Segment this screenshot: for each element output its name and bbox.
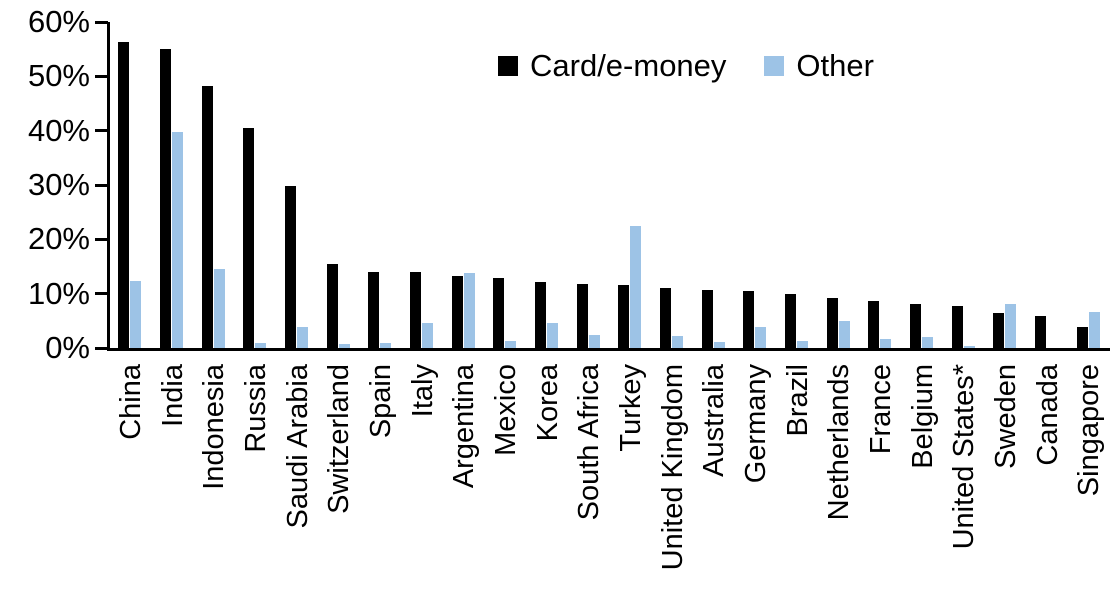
bar-card-e-money	[160, 49, 171, 348]
x-axis-category-label: China	[114, 364, 147, 440]
y-axis-tick-label: 50%	[27, 58, 90, 94]
y-axis-tick	[95, 183, 108, 187]
x-axis-category-label: Turkey	[614, 364, 647, 452]
x-axis-category-label: Argentina	[448, 364, 481, 489]
bar-other	[797, 340, 808, 348]
x-axis-category-label: Canada	[1031, 364, 1064, 466]
bar-card-e-money	[993, 312, 1005, 348]
x-axis-category-label: Saudi Arabia	[281, 364, 314, 529]
bar-other	[1005, 303, 1017, 348]
bar-card-e-money	[785, 294, 796, 348]
bar-other	[713, 342, 725, 348]
y-axis-tick-label: 10%	[27, 275, 90, 311]
y-axis-tick	[95, 237, 108, 241]
bar-card-e-money	[368, 271, 380, 348]
x-axis-category-label: Italy	[406, 364, 439, 418]
bar-other	[880, 339, 892, 348]
bar-card-e-money	[243, 127, 255, 348]
x-axis-category-label: Korea	[531, 364, 564, 442]
y-axis-tick	[95, 129, 108, 133]
x-axis-category-label: Australia	[698, 364, 731, 477]
x-axis-line	[107, 348, 1110, 351]
bar-other	[1088, 312, 1100, 348]
bar-card-e-money	[326, 263, 338, 348]
chart-legend: Card/e-money Other	[498, 48, 874, 84]
bar-card-e-money	[910, 303, 921, 348]
bar-card-e-money	[535, 281, 546, 348]
bar-card-e-money	[1035, 315, 1046, 348]
x-axis-category-label: Switzerland	[323, 364, 356, 514]
bar-card-e-money	[451, 275, 463, 348]
legend-swatch-other	[764, 56, 785, 76]
x-axis-category-label: Russia	[239, 364, 272, 453]
bar-card-e-money	[201, 85, 213, 348]
bar-other	[838, 321, 850, 348]
bar-card-e-money	[410, 271, 421, 348]
x-axis-category-label: India	[156, 364, 189, 427]
x-axis-category-label: United Kingdom	[656, 364, 689, 571]
legend-item-card-e-money: Card/e-money	[498, 48, 726, 84]
bar-other	[130, 281, 142, 348]
x-axis-category-label: Singapore	[1073, 364, 1106, 497]
bar-card-e-money	[118, 42, 130, 348]
bar-other	[630, 225, 642, 348]
bar-card-e-money	[743, 290, 755, 348]
bar-card-e-money	[826, 298, 838, 348]
bar-card-e-money	[1076, 326, 1088, 348]
x-axis-category-label: Spain	[364, 364, 397, 439]
y-axis-tick-label: 20%	[27, 221, 90, 257]
legend-item-other: Other	[764, 48, 874, 84]
x-axis-category-label: Brazil	[781, 364, 814, 437]
bar-card-e-money	[951, 305, 963, 348]
bar-card-e-money	[576, 284, 588, 348]
bar-card-e-money	[618, 284, 630, 348]
y-axis-tick-label: 30%	[27, 167, 90, 202]
bar-other	[213, 269, 225, 348]
bar-other	[297, 327, 308, 348]
x-axis-category-label: Belgium	[906, 364, 939, 469]
x-axis-category-label: South Africa	[573, 364, 606, 521]
bar-other	[547, 323, 558, 348]
bar-other	[505, 340, 517, 348]
y-axis-tick	[95, 346, 108, 350]
y-axis-line	[107, 22, 110, 348]
bar-other	[172, 132, 183, 348]
x-axis-category-label: Indonesia	[198, 364, 231, 490]
y-axis-tick	[95, 292, 108, 296]
legend-label-other: Other	[796, 48, 874, 83]
y-axis-tick-label: 0%	[45, 330, 90, 365]
bar-card-e-money	[868, 301, 880, 348]
bar-card-e-money	[701, 289, 713, 348]
legend-swatch-card-e-money	[498, 56, 518, 76]
bar-other	[672, 335, 683, 348]
legend-label-card-e-money: Card/e-money	[530, 48, 727, 83]
bar-other	[380, 342, 392, 348]
y-axis-tick	[95, 20, 108, 24]
bar-other	[463, 273, 475, 348]
bar-other	[922, 337, 933, 348]
bar-other	[963, 346, 975, 348]
bar-card-e-money	[285, 186, 296, 348]
bar-other	[588, 334, 600, 348]
x-axis-category-label: Sweden	[989, 364, 1022, 469]
bar-card-e-money	[493, 277, 505, 348]
x-axis-category-label: Mexico	[489, 364, 522, 456]
bar-other	[755, 326, 767, 348]
bar-other	[255, 343, 267, 348]
bar-other	[422, 323, 433, 348]
x-axis-category-label: France	[864, 364, 897, 455]
x-axis-category-label: United States*	[948, 364, 981, 550]
x-axis-category-label: Germany	[739, 364, 772, 484]
y-axis-tick-label: 40%	[27, 112, 90, 148]
bar-card-e-money	[660, 288, 671, 348]
x-axis-category-label: Netherlands	[823, 364, 856, 521]
y-axis-tick	[95, 74, 108, 78]
y-axis-tick-label: 60%	[27, 4, 90, 39]
bar-other	[338, 344, 350, 348]
